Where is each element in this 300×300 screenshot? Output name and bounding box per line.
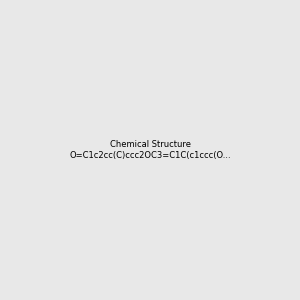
Text: Chemical Structure
O=C1c2cc(C)ccc2OC3=C1C(c1ccc(O...: Chemical Structure O=C1c2cc(C)ccc2OC3=C1… [69, 140, 231, 160]
